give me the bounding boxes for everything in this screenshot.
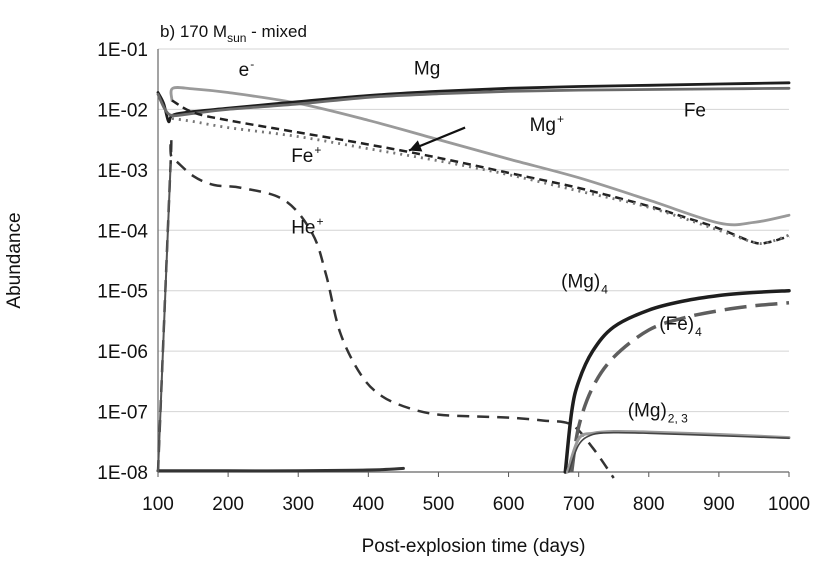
x-tick-label: 900 [703,494,735,515]
annotation-label: (Mg)2, 3 [628,400,688,425]
y-tick-label: 1E-05 [97,282,148,303]
annotations: e- Mg Fe Mg+ Fe+ He+ (Mg)4 (Fe)4 (Mg)2, 3 [239,57,706,425]
y-tick-label: 1E-04 [97,221,148,242]
annotation-label: (Fe)4 [659,314,702,339]
x-tick-label: 300 [282,494,314,515]
series-mg-2-3-companion-line [568,431,790,473]
y-axis-label: Abundance [4,212,25,308]
series-he-line [156,137,615,479]
series-he-rise-line [157,163,172,473]
series-fe-line [156,86,791,118]
annotation-label: He+ [291,214,323,238]
annotation-label: Fe [684,101,706,122]
x-tick-label: 1000 [768,494,810,515]
x-tick-label: 800 [633,494,665,515]
y-tick-label: 1E-02 [97,100,148,121]
y-tick-label: 1E-01 [97,40,148,61]
chart-title: b) 170 Msun - mixed [160,22,307,45]
x-tick-label: 700 [563,494,595,515]
x-tick-label: 600 [493,494,525,515]
y-tick-label: 1E-07 [97,403,148,424]
y-tick-label: 1E-06 [97,342,148,363]
annotation-label: Fe+ [291,143,321,167]
y-tick-label: 1E-08 [97,463,148,484]
annotation-label: (Mg)4 [561,272,608,297]
x-tick-label: 100 [142,494,174,515]
y-tick-label: 1E-03 [97,161,148,182]
series-mg-line [156,81,791,124]
x-axis-label: Post-explosion time (days) [362,536,586,557]
x-tick-label: 200 [212,494,244,515]
series-mg-4-line [563,288,791,474]
mg-plus-arrow-head [408,140,423,152]
series-lines [156,81,791,479]
annotation-label: e- [239,57,255,81]
annotation-label: Mg+ [530,112,564,136]
series-fe-line [171,117,790,245]
series-mg-2-3-line [565,429,791,474]
annotation-label: Mg [414,58,440,79]
gridlines [158,48,789,413]
series-mg-line [171,99,790,245]
series-fe-4-line [569,301,790,473]
x-tick-label: 400 [352,494,384,515]
x-tick-label: 500 [423,494,455,515]
axes: 1E-01 1E-02 1E-03 1E-04 1E-05 1E-06 1E-07 1E-08… [97,40,810,515]
series-trace-near-floor-line [156,466,405,473]
